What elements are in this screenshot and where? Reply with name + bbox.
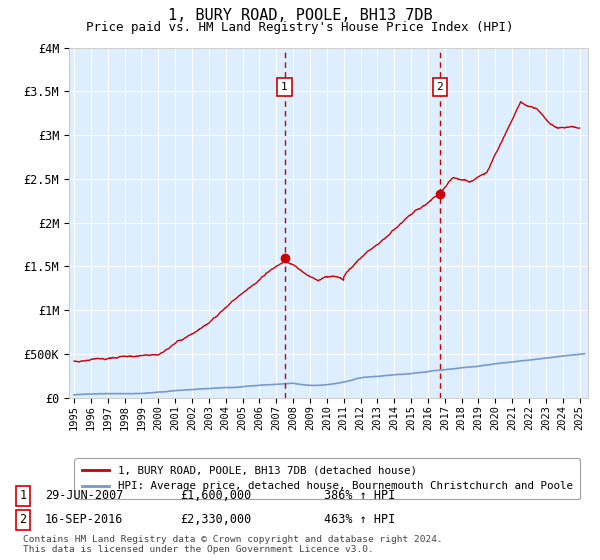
Text: 16-SEP-2016: 16-SEP-2016	[45, 513, 124, 526]
Text: 463% ↑ HPI: 463% ↑ HPI	[324, 513, 395, 526]
Text: 1, BURY ROAD, POOLE, BH13 7DB: 1, BURY ROAD, POOLE, BH13 7DB	[167, 8, 433, 24]
Text: Price paid vs. HM Land Registry's House Price Index (HPI): Price paid vs. HM Land Registry's House …	[86, 21, 514, 34]
Text: 386% ↑ HPI: 386% ↑ HPI	[324, 489, 395, 502]
Text: 1: 1	[19, 489, 26, 502]
Legend: 1, BURY ROAD, POOLE, BH13 7DB (detached house), HPI: Average price, detached hou: 1, BURY ROAD, POOLE, BH13 7DB (detached …	[74, 458, 580, 499]
Text: 2: 2	[437, 82, 443, 92]
Text: 29-JUN-2007: 29-JUN-2007	[45, 489, 124, 502]
Text: Contains HM Land Registry data © Crown copyright and database right 2024.
This d: Contains HM Land Registry data © Crown c…	[23, 535, 443, 554]
Text: £2,330,000: £2,330,000	[180, 513, 251, 526]
Text: 1: 1	[281, 82, 288, 92]
Text: £1,600,000: £1,600,000	[180, 489, 251, 502]
Text: 2: 2	[19, 513, 26, 526]
